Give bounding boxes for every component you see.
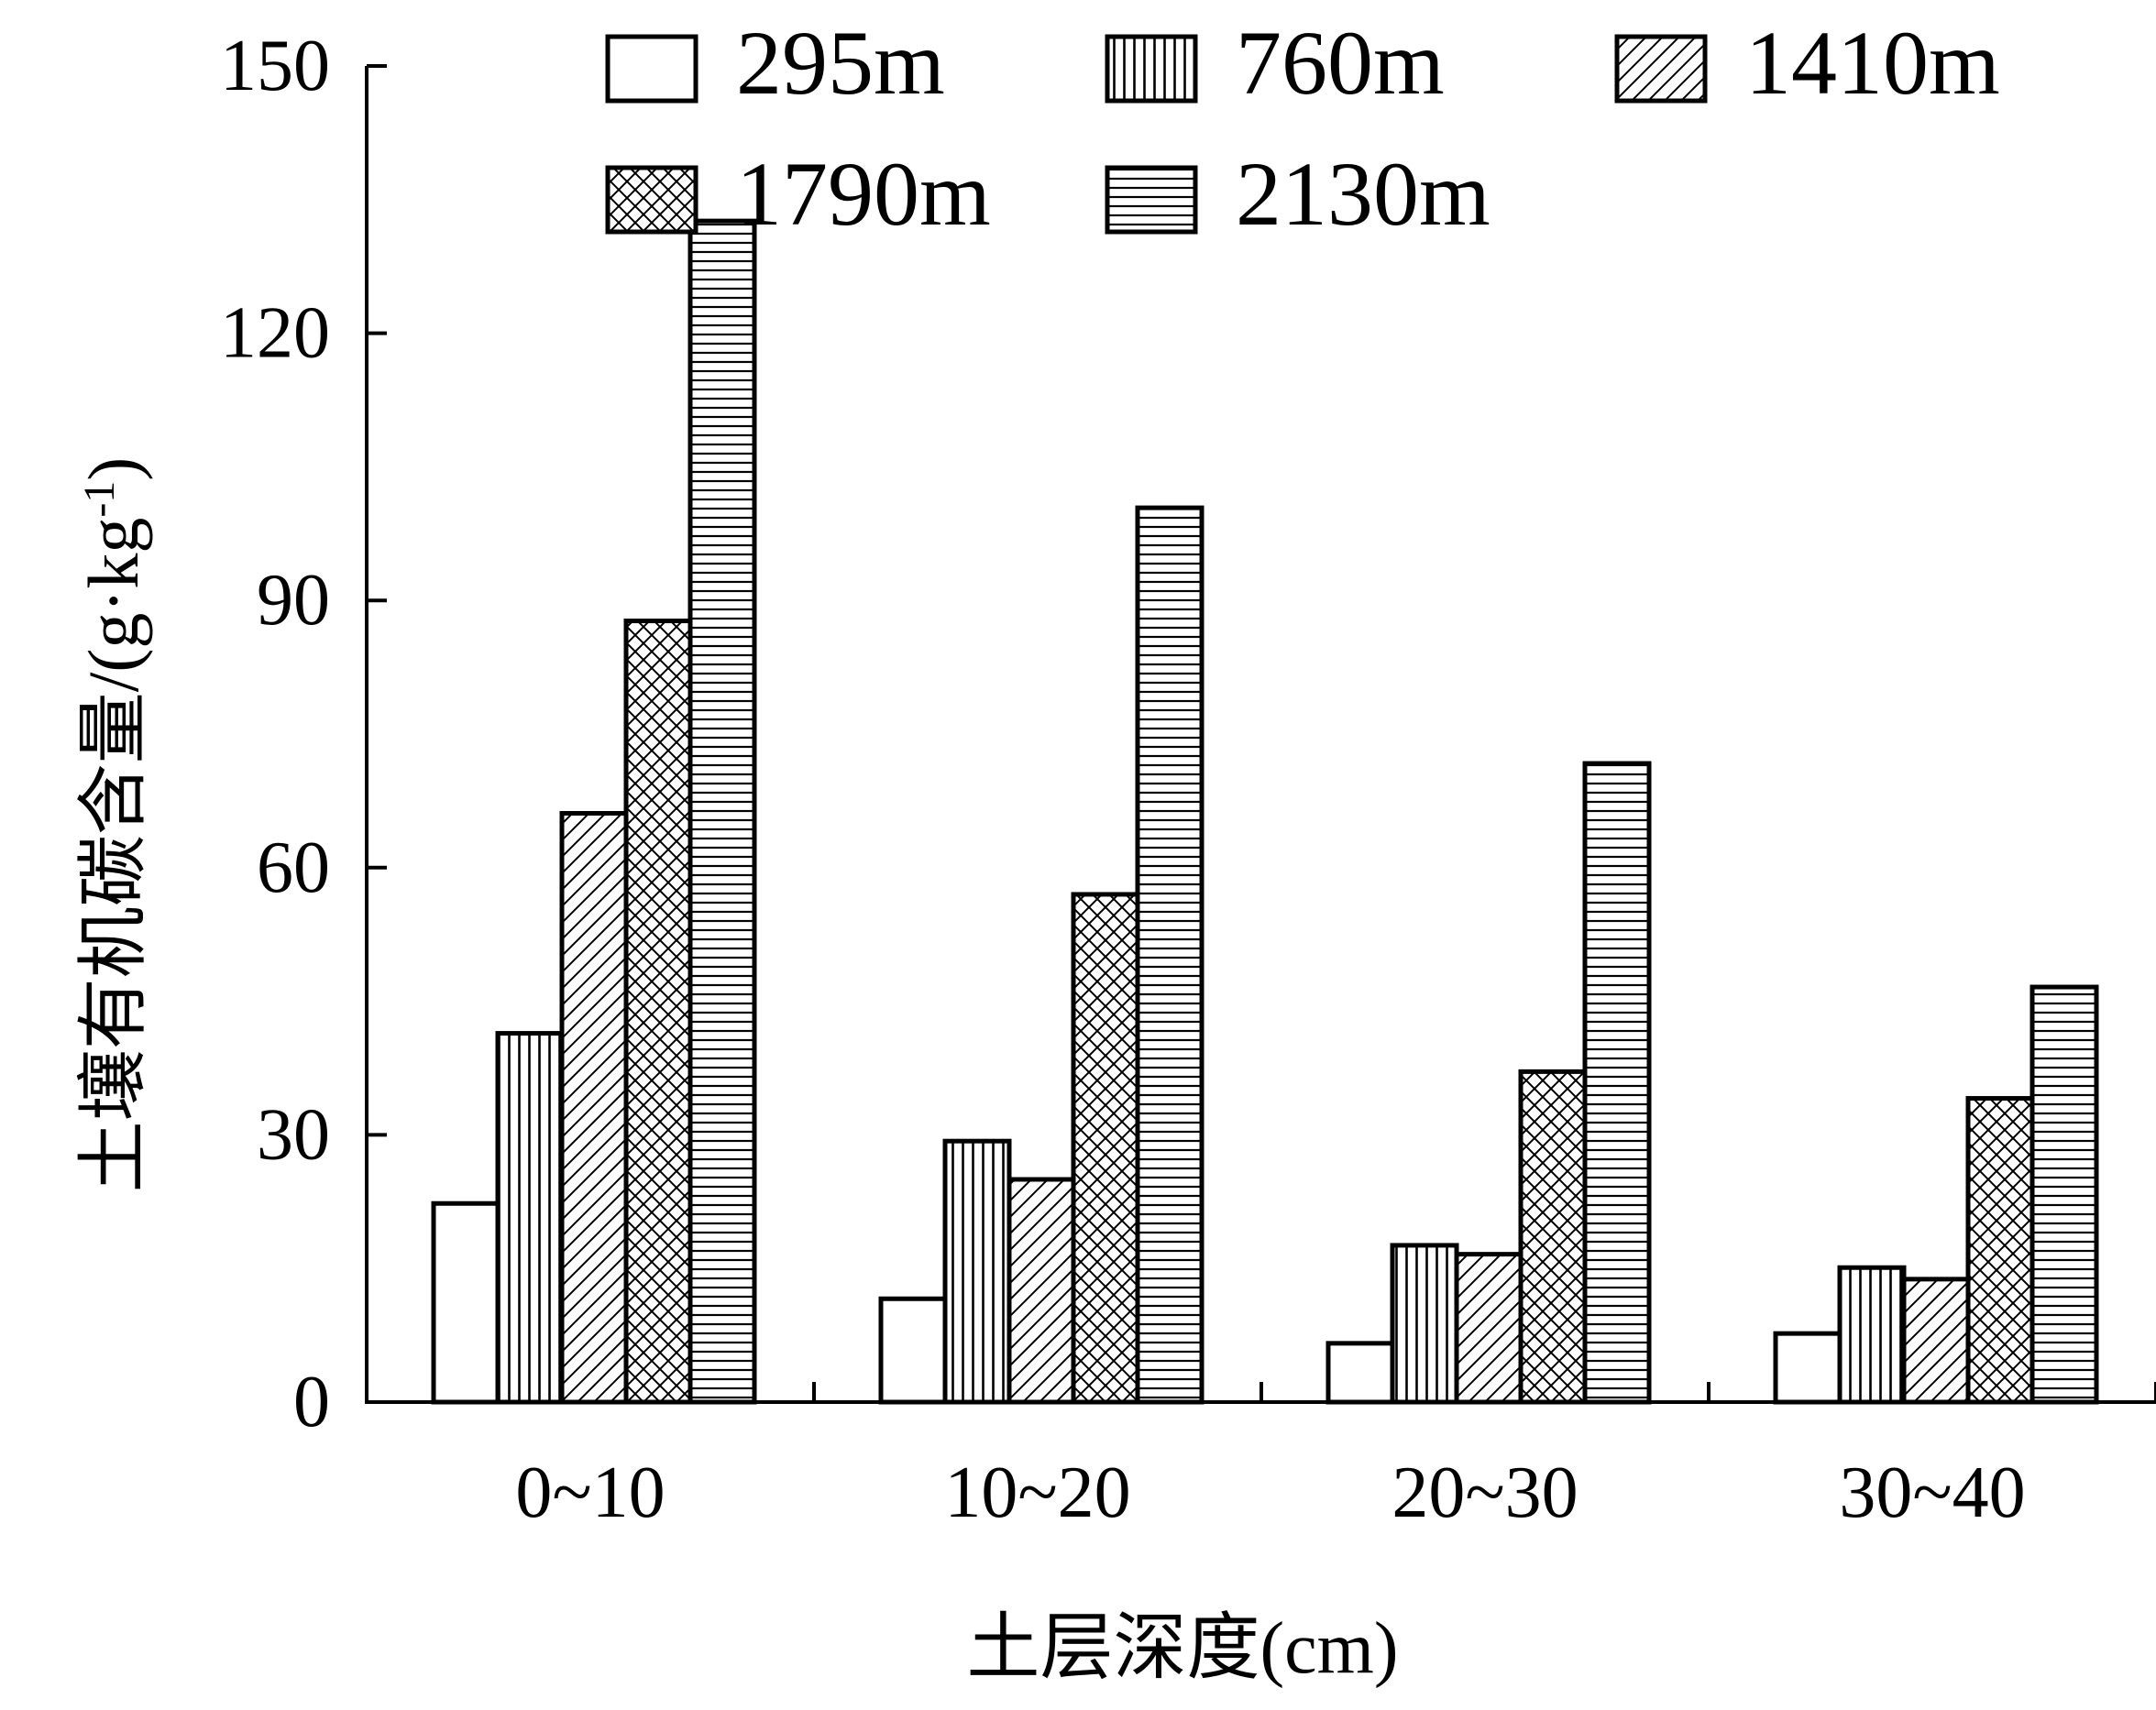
legend-label: 760m	[1236, 12, 1445, 114]
bar	[1518, 1069, 1588, 1405]
x-tick-label: 20~30	[1392, 1452, 1578, 1533]
y-tick-label: 0	[293, 1362, 330, 1442]
y-tick-label: 150	[220, 26, 330, 106]
legend-label: 295m	[736, 12, 945, 114]
legend-label: 1790m	[736, 143, 991, 245]
bar	[942, 1138, 1012, 1405]
bar	[559, 811, 629, 1405]
x-ticks: 0~10 10~20 20~30 30~40	[515, 1382, 2156, 1533]
legend: 295m 760m 1410m 1790m 2130m	[605, 12, 2000, 245]
y-tick-label: 90	[257, 560, 330, 641]
bar	[1837, 1265, 1907, 1405]
y-tick-label: 120	[220, 293, 330, 374]
legend-swatch	[1105, 165, 1198, 235]
bars	[431, 218, 2099, 1405]
y-axis-label: 土壤有机碳含量/(g·kg-1)	[73, 457, 153, 1193]
y-axis-label-sup: -1	[75, 481, 124, 518]
y-axis-label-main: 土壤有机碳含量/(g·kg	[73, 518, 153, 1193]
bar	[1390, 1243, 1459, 1405]
legend-swatch	[1614, 34, 1708, 104]
legend-swatch	[605, 34, 698, 104]
bar	[1773, 1331, 1842, 1405]
legend-swatch	[1105, 34, 1198, 104]
bar	[1326, 1341, 1395, 1405]
x-tick-label: 10~20	[944, 1452, 1130, 1533]
y-axis-label-tail: )	[73, 457, 153, 481]
legend-label: 1410m	[1745, 12, 2000, 114]
bar	[1006, 1177, 1076, 1405]
bar	[688, 218, 757, 1405]
bar	[495, 1031, 565, 1405]
x-axis-label: 土层深度(cm)	[966, 1608, 1398, 1689]
y-tick-label: 60	[257, 828, 330, 908]
bar	[1135, 505, 1204, 1405]
bar	[878, 1296, 948, 1405]
bar	[623, 619, 693, 1405]
y-tick-label: 30	[257, 1094, 330, 1175]
bar	[1071, 892, 1140, 1405]
bar	[431, 1200, 500, 1405]
legend-label: 2130m	[1236, 143, 1490, 245]
bar	[1582, 761, 1652, 1405]
bar	[1454, 1252, 1524, 1405]
y-ticks: 0 30 60 90 120 150	[220, 26, 387, 1442]
bar	[1901, 1277, 1971, 1405]
bar	[1965, 1096, 2035, 1405]
bar	[2030, 984, 2099, 1405]
x-tick-label: 30~40	[1839, 1452, 2025, 1533]
x-tick-label: 0~10	[515, 1452, 665, 1533]
legend-swatch	[605, 165, 698, 235]
